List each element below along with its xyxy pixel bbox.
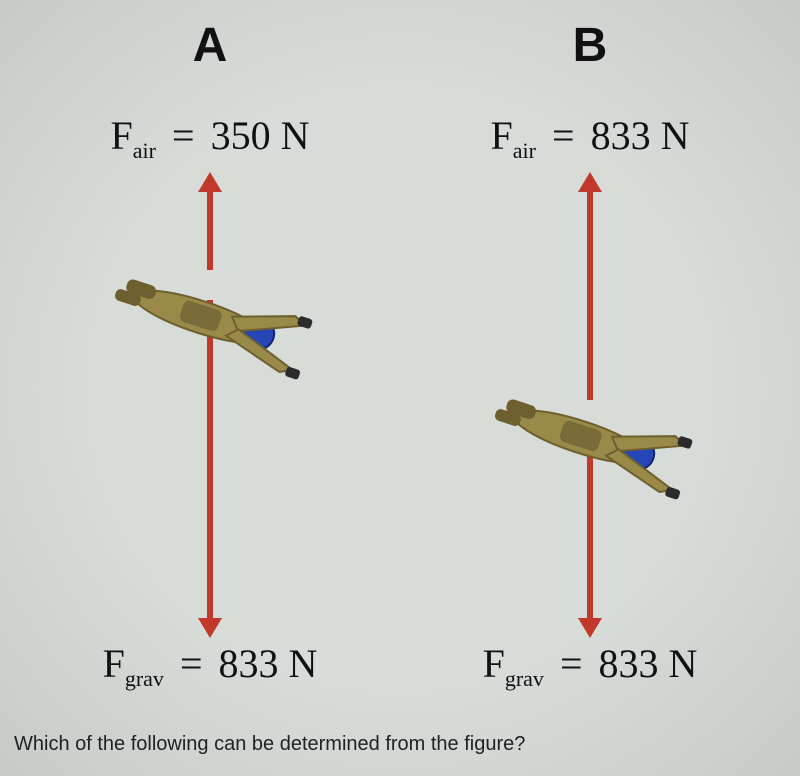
equals-sign: = [172, 113, 195, 158]
panel-b-f-grav: Fgrav = 833 N [410, 640, 770, 692]
equals-sign: = [560, 641, 583, 686]
equals-sign: = [180, 641, 203, 686]
panel-b: B Fair = 833 N Fgrav = [410, 0, 770, 716]
f-air-value: 833 N [591, 113, 690, 158]
arrow-down-icon [207, 300, 213, 620]
panel-b-f-air: Fair = 833 N [410, 112, 770, 164]
arrow-up-icon [207, 190, 213, 270]
f-grav-value: 833 N [219, 641, 318, 686]
f-air-value: 350 N [211, 113, 310, 158]
panel-a-label: A [30, 18, 390, 73]
panel-a-f-grav: Fgrav = 833 N [30, 640, 390, 692]
f-symbol: F [103, 641, 125, 686]
f-grav-sub: grav [505, 666, 544, 691]
f-air-sub: air [513, 138, 536, 163]
f-symbol: F [483, 641, 505, 686]
panel-a-f-air: Fair = 350 N [30, 112, 390, 164]
figure-stage: A Fair = 350 N Fgrav = [0, 0, 800, 776]
panel-b-label: B [410, 18, 770, 73]
f-symbol: F [111, 113, 133, 158]
arrow-up-icon [587, 190, 593, 400]
panel-a: A Fair = 350 N Fgrav = [30, 0, 390, 716]
f-symbol: F [491, 113, 513, 158]
equals-sign: = [552, 113, 575, 158]
arrow-down-icon [587, 440, 593, 620]
question-text: Which of the following can be determined… [14, 733, 525, 756]
f-air-sub: air [133, 138, 156, 163]
f-grav-value: 833 N [599, 641, 698, 686]
f-grav-sub: grav [125, 666, 164, 691]
